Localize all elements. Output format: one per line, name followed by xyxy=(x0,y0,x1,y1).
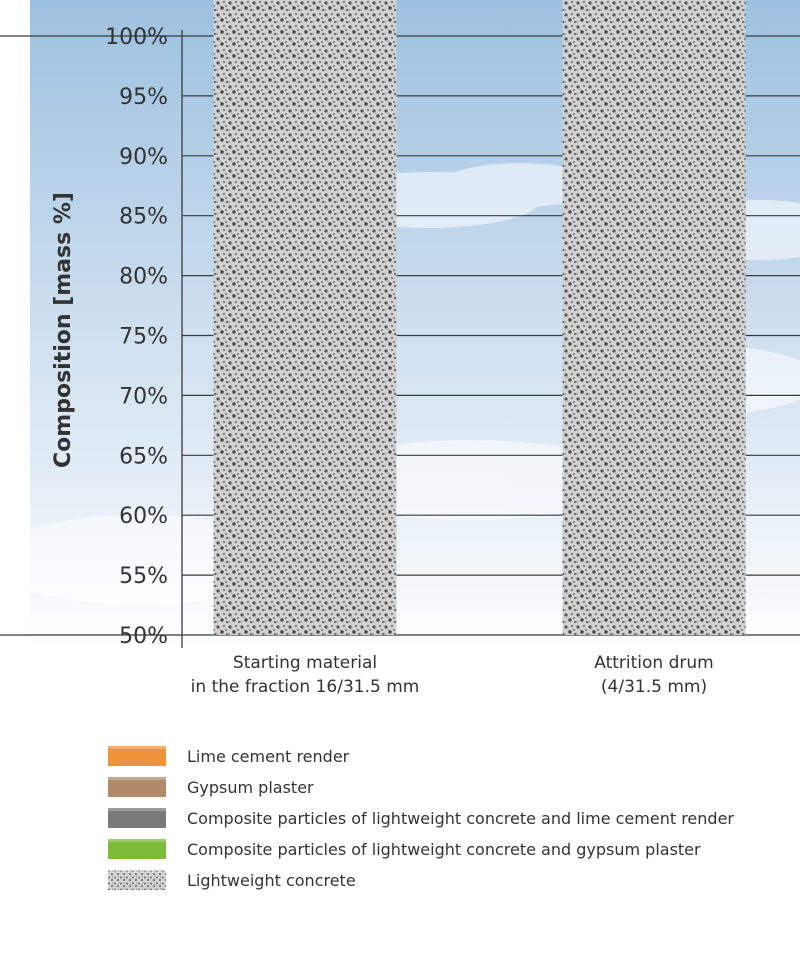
y-tick-label: 85% xyxy=(119,205,168,230)
bars: Lightweight concreteComposite particles … xyxy=(213,0,746,635)
category-label: Attrition drum xyxy=(594,653,713,673)
legend-swatch xyxy=(108,777,166,797)
y-tick-labels: 50% 55% 60% 65% 70% 75% 80% 85% 90% 95% 100% xyxy=(105,25,168,649)
y-tick-label: 50% xyxy=(119,624,168,649)
legend-label: Lightweight concrete xyxy=(187,871,356,890)
y-tick-label: 75% xyxy=(119,325,168,350)
y-tick-label: 90% xyxy=(119,145,168,170)
category-labels: Starting material in the fraction 16/31.5… xyxy=(191,653,714,697)
legend-swatch xyxy=(108,839,166,859)
y-tick-label: 60% xyxy=(119,504,168,529)
category-label: in the fraction 16/31.5 mm xyxy=(191,677,420,697)
legend-swatch xyxy=(108,808,166,828)
legend-swatch xyxy=(108,746,166,766)
y-axis-label: Composition [mass %] xyxy=(51,192,76,468)
legend-label: Lime cement render xyxy=(187,747,350,766)
bar-segment: Lightweight concrete xyxy=(213,0,397,635)
y-tick-label: 55% xyxy=(119,564,168,589)
legend-label: Composite particles of lightweight concr… xyxy=(187,840,701,859)
legend-swatch xyxy=(108,870,166,890)
category-label: (4/31.5 mm) xyxy=(601,677,707,697)
y-tick-label: 65% xyxy=(119,444,168,469)
y-tick-label: 100% xyxy=(105,25,168,50)
bar-segment: Lightweight concrete xyxy=(562,0,746,635)
y-tick-label: 70% xyxy=(119,384,168,409)
legend-label: Gypsum plaster xyxy=(187,778,314,797)
y-tick-label: 95% xyxy=(119,85,168,110)
y-tick-label: 80% xyxy=(119,265,168,290)
legend-label: Composite particles of lightweight concr… xyxy=(187,809,734,828)
category-label: Starting material xyxy=(233,653,377,673)
legend: Lime cement render Gypsum plaster Composit… xyxy=(108,746,734,890)
